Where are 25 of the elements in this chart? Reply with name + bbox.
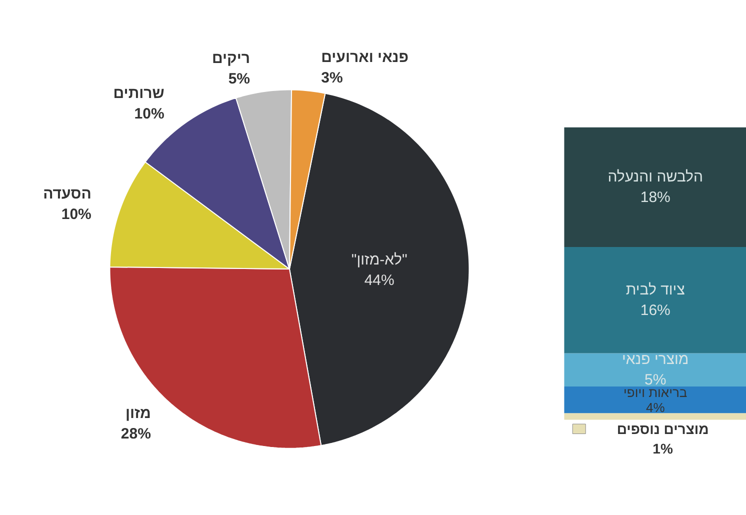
data-label: 10% xyxy=(134,105,164,122)
data-label: 10% xyxy=(61,206,92,223)
series-label: הלבשה והנעלה xyxy=(608,168,704,186)
slice-label: שרותים xyxy=(113,85,164,102)
data-label: 18% xyxy=(640,188,670,206)
slice-label: ריקים xyxy=(212,50,250,67)
series-label: מוצרי פנאי xyxy=(622,351,689,368)
bar xyxy=(564,246,746,354)
slice-label: הסעדה xyxy=(43,186,92,203)
data-label: 28% xyxy=(120,425,151,442)
slice-label: מזון xyxy=(126,404,151,422)
data-label: 4% xyxy=(646,400,666,415)
data-label: 1% xyxy=(652,440,674,456)
bar xyxy=(564,413,746,420)
data-label: 16% xyxy=(640,302,670,319)
slice-label: פנאי וארועים xyxy=(321,48,409,66)
legend-label: מוצרים נוספים xyxy=(616,421,709,438)
slice-label: "לא-מזון" xyxy=(351,251,408,268)
data-label: 44% xyxy=(364,272,394,289)
data-label: 3% xyxy=(321,69,343,86)
bar xyxy=(564,127,746,247)
data-label: 5% xyxy=(228,70,250,88)
series-label: ציוד לבית xyxy=(626,281,685,298)
bar xyxy=(564,386,746,414)
bar xyxy=(564,353,746,387)
